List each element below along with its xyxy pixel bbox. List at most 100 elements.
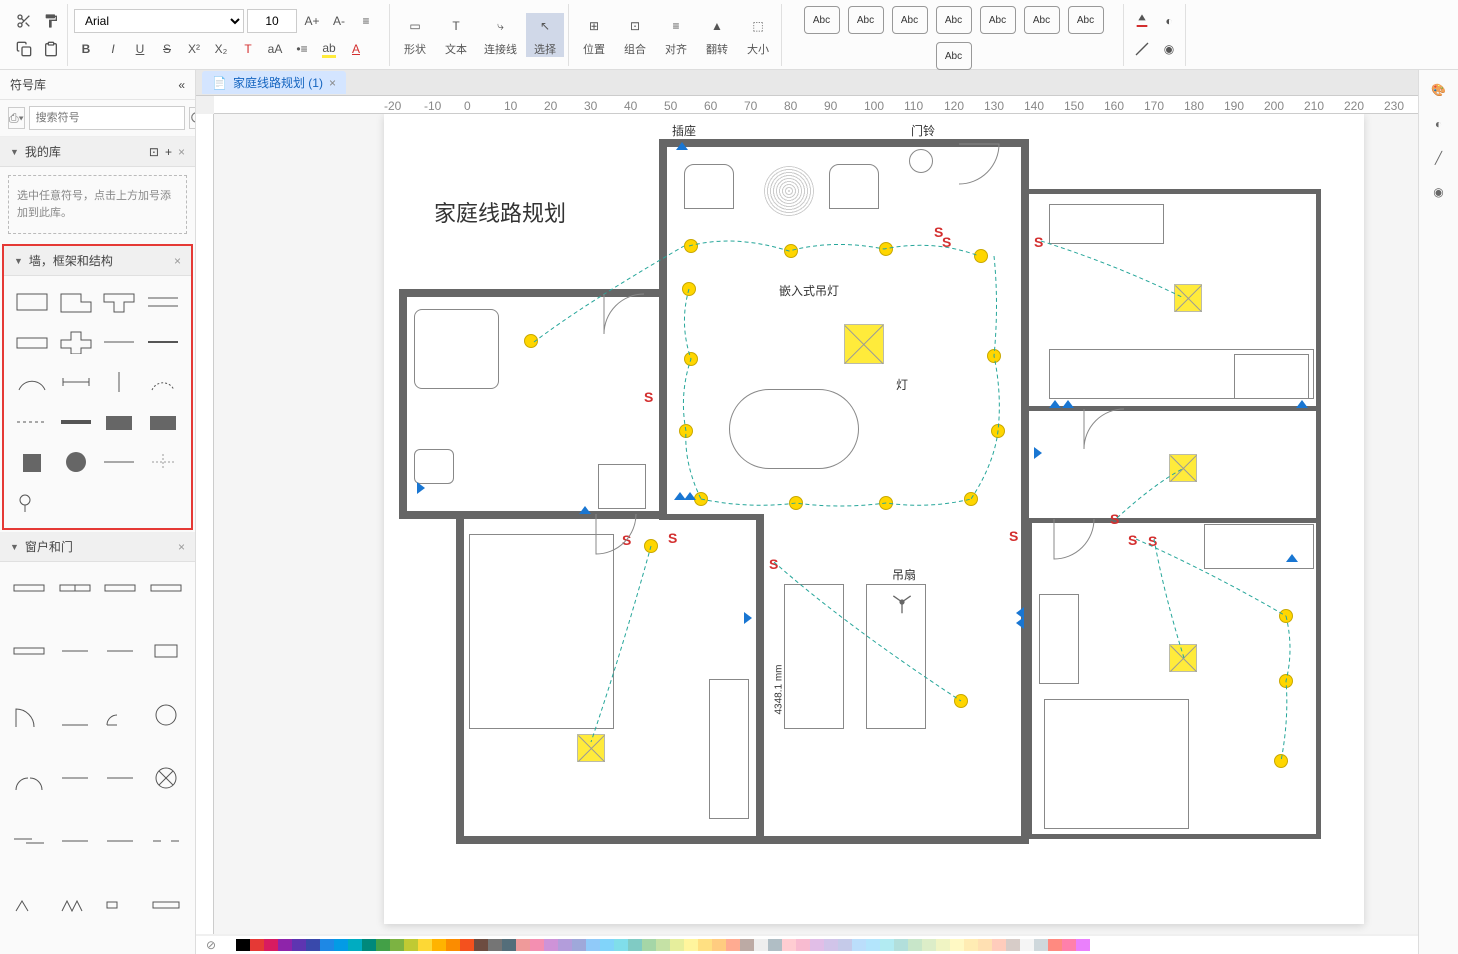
color-swatch[interactable] [446,939,460,951]
color-swatch[interactable] [936,939,950,951]
style-preset-5[interactable]: Abc [1024,6,1060,34]
shape-lshape[interactable] [56,284,96,320]
shape-garage[interactable] [100,887,142,923]
mylib-close-button[interactable]: × [178,145,185,159]
font-select[interactable]: Arial [74,9,244,33]
color-swatch[interactable] [250,939,264,951]
font-increase-button[interactable]: A+ [300,9,324,33]
ribbon-flip[interactable]: ▲翻转 [698,13,736,57]
shape-door2[interactable] [54,697,96,733]
style-preset-0[interactable]: Abc [804,6,840,34]
color-swatch[interactable] [866,939,880,951]
color-swatch[interactable] [1048,939,1062,951]
style-preset-7[interactable]: Abc [936,42,972,70]
underline-button[interactable]: U [128,37,152,61]
color-swatch[interactable] [390,939,404,951]
color-swatch[interactable] [474,939,488,951]
color-swatch[interactable] [922,939,936,951]
color-swatch[interactable] [698,939,712,951]
theme-button[interactable]: ◉ [1157,37,1181,61]
shape-bifold[interactable] [8,887,50,923]
color-swatch[interactable] [306,939,320,951]
shape-door3[interactable] [100,697,142,733]
shape-win-dim2[interactable] [100,633,142,669]
shape-win-box[interactable] [145,633,187,669]
copy-button[interactable] [12,37,36,61]
color-swatch[interactable] [950,939,964,951]
doors-close-button[interactable]: × [178,540,185,554]
color-swatch[interactable] [362,939,376,951]
superscript-button[interactable]: X² [182,37,206,61]
style-preset-1[interactable]: Abc [848,6,884,34]
color-swatch[interactable] [684,939,698,951]
color-swatch[interactable] [628,939,642,951]
no-color-button[interactable]: ⊘ [206,938,216,952]
line-color-button[interactable] [1130,37,1154,61]
color-swatch[interactable] [376,939,390,951]
italic-button[interactable]: I [101,37,125,61]
color-swatch[interactable] [1062,939,1076,951]
mylib-add-button[interactable]: + [165,145,172,159]
bullet-button[interactable]: •≡ [290,37,314,61]
text-color-button[interactable]: T [236,37,260,61]
color-swatch[interactable] [740,939,754,951]
light-sq2[interactable] [1174,284,1202,312]
doors-section-header[interactable]: ▼ 窗户和门 × [0,532,195,562]
shape-revolve[interactable] [145,760,187,796]
shape-cross[interactable] [56,324,96,360]
highlight-color-button[interactable]: ab [317,37,341,61]
color-swatch[interactable] [334,939,348,951]
style-preset-3[interactable]: Abc [936,6,972,34]
color-swatch[interactable] [1076,939,1090,951]
color-swatch[interactable] [614,939,628,951]
color-swatch[interactable] [992,939,1006,951]
font-color-button[interactable]: A [344,37,368,61]
color-swatch[interactable] [236,939,250,951]
text-highlight-button[interactable]: aA [263,37,287,61]
color-swatch[interactable] [824,939,838,951]
mylib-section-header[interactable]: ▼ 我的库 ⊡ + × [0,137,195,167]
strike-button[interactable]: S [155,37,179,61]
light-sq3[interactable] [1169,454,1197,482]
shadow-button[interactable]: ◐ [1157,9,1181,33]
style-preset-4[interactable]: Abc [980,6,1016,34]
shape-bifold2[interactable] [54,887,96,923]
color-swatch[interactable] [600,939,614,951]
shape-line3[interactable] [100,444,140,480]
color-swatch[interactable] [726,939,740,951]
shape-arc[interactable] [12,364,52,400]
ribbon-position[interactable]: ⊞位置 [575,13,613,57]
style-preset-6[interactable]: Abc [1068,6,1104,34]
shape-vline[interactable] [100,364,140,400]
color-swatch[interactable] [894,939,908,951]
color-swatch[interactable] [404,939,418,951]
ribbon-select[interactable]: ↖选择 [526,13,564,57]
color-swatch[interactable] [418,939,432,951]
style-preset-2[interactable]: Abc [892,6,928,34]
library-menu-button[interactable]: ⎙▾ [8,107,25,129]
collapse-sidebar-button[interactable]: « [178,78,185,92]
color-swatch[interactable] [488,939,502,951]
color-swatch[interactable] [852,939,866,951]
color-swatch[interactable] [1020,939,1034,951]
shape-fill-rect2[interactable] [143,404,183,440]
shape-hline2[interactable] [143,324,183,360]
drawing-page[interactable]: 家庭线路规划 插座 门铃 嵌入式吊灯 灯 吊扇 4348.1 mm [384,114,1364,924]
shape-dbldoor[interactable] [8,760,50,796]
shape-rect[interactable] [12,284,52,320]
light-main[interactable] [844,324,884,364]
line-tool-button[interactable]: ╱ [1427,146,1451,170]
color-swatch[interactable] [502,939,516,951]
shape-arc2[interactable] [143,364,183,400]
color-swatch[interactable] [796,939,810,951]
shape-fill-rect[interactable] [100,404,140,440]
shape-door-dim2[interactable] [100,760,142,796]
color-swatch[interactable] [978,939,992,951]
shape-door-round[interactable] [145,697,187,733]
document-tab[interactable]: 📄 家庭线路规划 (1) × [202,71,346,94]
color-swatch[interactable] [754,939,768,951]
color-swatch[interactable] [572,939,586,951]
light-sq4[interactable] [1169,644,1197,672]
color-swatch[interactable] [768,939,782,951]
shape-door-dim[interactable] [54,760,96,796]
